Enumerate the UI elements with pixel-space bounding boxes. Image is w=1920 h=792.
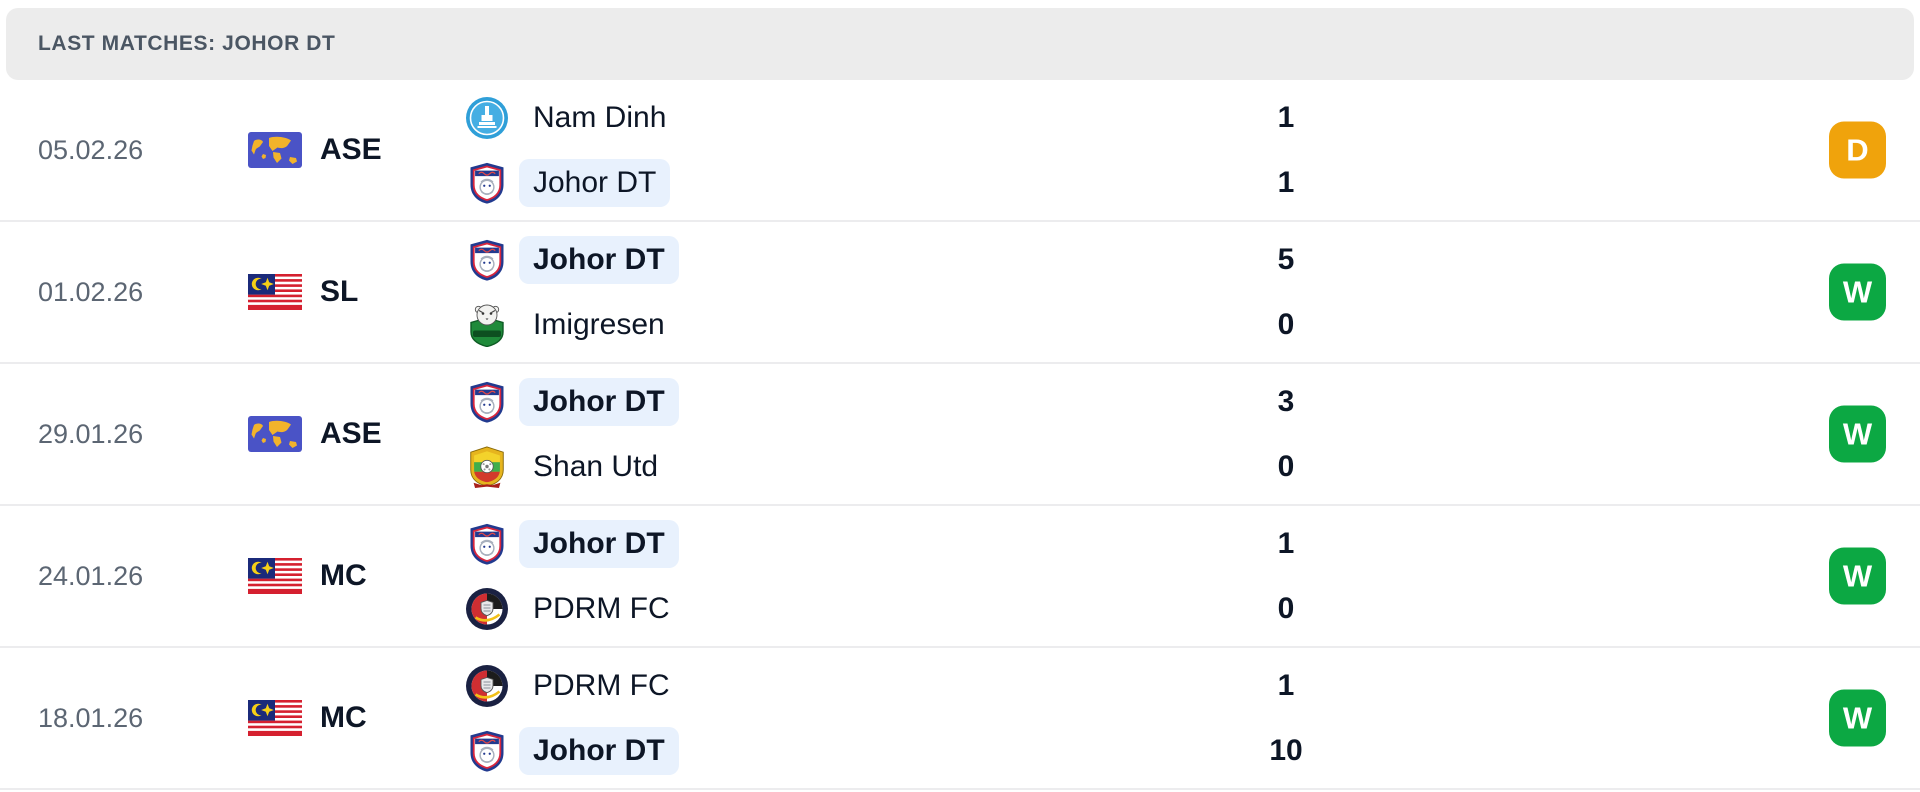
teams-cell: Johor DT 3 Shan Utd 0 xyxy=(440,364,1920,504)
competition-code: MC xyxy=(320,559,367,592)
team-score: 0 xyxy=(1277,307,1295,341)
match-date: 05.02.26 xyxy=(38,134,144,165)
team-row[interactable]: Johor DT 1 xyxy=(465,511,1920,576)
team-name[interactable]: Nam Dinh xyxy=(533,100,667,134)
team-name[interactable]: PDRM FC xyxy=(533,668,670,702)
malaysia-flag-icon xyxy=(248,274,302,310)
competition-cell: MC xyxy=(210,700,440,736)
team-row[interactable]: Shan Utd 0 xyxy=(465,434,1920,499)
match-row[interactable]: 01.02.26 SL Johor DT 5 Imigresen 0 W xyxy=(0,222,1920,364)
team-name[interactable]: Johor DT xyxy=(519,158,671,207)
team-score: 5 xyxy=(1277,242,1295,276)
team-row[interactable]: PDRM FC 1 xyxy=(465,653,1920,718)
match-date: 29.01.26 xyxy=(38,418,144,449)
teams-cell: Johor DT 5 Imigresen 0 xyxy=(440,222,1920,362)
team-score: 1 xyxy=(1277,668,1295,702)
team-row[interactable]: Johor DT 5 xyxy=(465,227,1920,292)
match-date: 01.02.26 xyxy=(38,276,144,307)
team-row[interactable]: Johor DT 1 xyxy=(465,150,1920,215)
team-score: 3 xyxy=(1277,384,1295,418)
competition-code: ASE xyxy=(320,133,382,166)
competition-code: SL xyxy=(320,275,359,308)
team-row[interactable]: Nam Dinh 1 xyxy=(465,85,1920,150)
team-name[interactable]: Johor DT xyxy=(519,519,679,568)
result-badge[interactable]: W xyxy=(1829,263,1886,321)
pdrm-fc-logo xyxy=(465,587,509,631)
team-row[interactable]: PDRM FC 0 xyxy=(465,576,1920,641)
team-score: 1 xyxy=(1277,526,1295,560)
team-score: 0 xyxy=(1277,591,1295,625)
match-row[interactable]: 05.02.26 ASE Nam Dinh 1 Johor DT 1 D xyxy=(0,80,1920,222)
competition-cell: ASE xyxy=(210,416,440,452)
competition-cell: MC xyxy=(210,558,440,594)
world-map-icon xyxy=(248,416,302,452)
result-badge[interactable]: W xyxy=(1829,689,1886,747)
team-name[interactable]: Johor DT xyxy=(519,726,679,775)
malaysia-flag-icon xyxy=(248,700,302,736)
team-row[interactable]: Johor DT 10 xyxy=(465,718,1920,783)
johor-dt-logo xyxy=(465,729,509,773)
matches-list: 05.02.26 ASE Nam Dinh 1 Johor DT 1 D 01.… xyxy=(0,80,1920,790)
team-name[interactable]: Johor DT xyxy=(519,377,679,426)
team-name[interactable]: Johor DT xyxy=(519,235,679,284)
malaysia-flag-icon xyxy=(248,558,302,594)
result-badge[interactable]: W xyxy=(1829,547,1886,605)
teams-cell: PDRM FC 1 Johor DT 10 xyxy=(440,648,1920,788)
shan-utd-logo xyxy=(465,445,509,489)
competition-cell: SL xyxy=(210,274,440,310)
match-date: 24.01.26 xyxy=(38,560,144,591)
section-header: LAST MATCHES: JOHOR DT xyxy=(6,8,1914,80)
johor-dt-logo xyxy=(465,161,509,205)
world-map-icon xyxy=(248,132,302,168)
nam-dinh-logo xyxy=(465,96,509,140)
result-badge[interactable]: W xyxy=(1829,405,1886,463)
teams-cell: Johor DT 1 PDRM FC 0 xyxy=(440,506,1920,646)
team-row[interactable]: Johor DT 3 xyxy=(465,369,1920,434)
team-score: 10 xyxy=(1269,733,1303,767)
match-row[interactable]: 24.01.26 MC Johor DT 1 PDRM FC 0 W xyxy=(0,506,1920,648)
match-row[interactable]: 29.01.26 ASE Johor DT 3 Shan Utd 0 W xyxy=(0,364,1920,506)
team-score: 1 xyxy=(1277,165,1295,199)
team-score: 1 xyxy=(1277,100,1295,134)
team-name[interactable]: Shan Utd xyxy=(533,449,659,483)
teams-cell: Nam Dinh 1 Johor DT 1 xyxy=(440,80,1920,220)
team-row[interactable]: Imigresen 0 xyxy=(465,292,1920,357)
match-row[interactable]: 18.01.26 MC PDRM FC 1 Johor DT 10 W xyxy=(0,648,1920,790)
match-date: 18.01.26 xyxy=(38,702,144,733)
team-score: 0 xyxy=(1277,449,1295,483)
pdrm-fc-logo xyxy=(465,664,509,708)
team-name[interactable]: PDRM FC xyxy=(533,591,670,625)
team-name[interactable]: Imigresen xyxy=(533,307,665,341)
johor-dt-logo xyxy=(465,380,509,424)
section-title: LAST MATCHES: JOHOR DT xyxy=(38,32,336,55)
johor-dt-logo xyxy=(465,238,509,282)
competition-code: ASE xyxy=(320,417,382,450)
imigresen-logo xyxy=(465,303,509,347)
competition-code: MC xyxy=(320,701,367,734)
competition-cell: ASE xyxy=(210,132,440,168)
result-badge[interactable]: D xyxy=(1829,121,1886,179)
johor-dt-logo xyxy=(465,522,509,566)
